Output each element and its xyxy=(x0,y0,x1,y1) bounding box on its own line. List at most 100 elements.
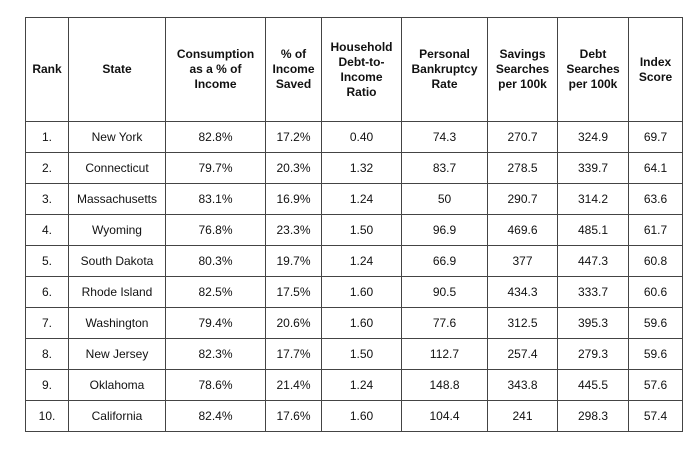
table-cell: 17.5% xyxy=(265,276,322,308)
table-cell: 339.7 xyxy=(557,152,629,184)
header-cell: Rank xyxy=(25,17,69,122)
table-cell: 82.5% xyxy=(165,276,266,308)
table-cell: 314.2 xyxy=(557,183,629,215)
header-cell: Household Debt-to-Income Ratio xyxy=(321,17,402,122)
table-cell: 17.6% xyxy=(265,400,322,432)
table-cell: 80.3% xyxy=(165,245,266,277)
table-cell: 76.8% xyxy=(165,214,266,246)
table-cell: 434.3 xyxy=(487,276,558,308)
table-cell: Massachusetts xyxy=(68,183,166,215)
table-cell: 82.4% xyxy=(165,400,266,432)
table-cell: 241 xyxy=(487,400,558,432)
table-cell: 1.60 xyxy=(321,400,402,432)
table-cell: 395.3 xyxy=(557,307,629,339)
table-cell: 82.8% xyxy=(165,121,266,153)
table-cell: 78.6% xyxy=(165,369,266,401)
table-cell: 324.9 xyxy=(557,121,629,153)
table-cell: 445.5 xyxy=(557,369,629,401)
table-cell: 57.4 xyxy=(628,400,683,432)
table-cell: Rhode Island xyxy=(68,276,166,308)
table-cell: 63.6 xyxy=(628,183,683,215)
table-cell: 69.7 xyxy=(628,121,683,153)
table-cell: 23.3% xyxy=(265,214,322,246)
table-cell: Connecticut xyxy=(68,152,166,184)
table-cell: 61.7 xyxy=(628,214,683,246)
header-cell: Index Score xyxy=(628,17,683,122)
table-cell: 1.32 xyxy=(321,152,402,184)
table-body: 1. New York 82.8% 17.2% 0.40 74.3 270.7 324.9 69… xyxy=(25,121,683,432)
table-wrap: Rank State Consumption as a % of Income% o… xyxy=(25,17,683,432)
table-cell: 60.8 xyxy=(628,245,683,277)
table-cell: 17.2% xyxy=(265,121,322,153)
table-cell: 1.60 xyxy=(321,307,402,339)
table-cell: 1.24 xyxy=(321,369,402,401)
table-row: 5. South Dakota 80.3% 19.7% 1.24 66.9 377 447.3… xyxy=(25,245,683,277)
table-row: 4. Wyoming 76.8% 23.3% 1.50 96.9 469.6 485.1 61.… xyxy=(25,214,683,246)
table-cell: 1.60 xyxy=(321,276,402,308)
table-cell: 298.3 xyxy=(557,400,629,432)
header-cell: State xyxy=(68,17,166,122)
table-cell: 278.5 xyxy=(487,152,558,184)
table-cell: 83.1% xyxy=(165,183,266,215)
table-cell: California xyxy=(68,400,166,432)
table-row: 2. Connecticut 79.7% 20.3% 1.32 83.7 278.5 339.… xyxy=(25,152,683,184)
table-cell: Washington xyxy=(68,307,166,339)
table-cell: 6. xyxy=(25,276,69,308)
table-cell: 50 xyxy=(401,183,488,215)
header-row: Rank State Consumption as a % of Income% o… xyxy=(25,17,683,122)
table-cell: 148.8 xyxy=(401,369,488,401)
ranking-table: Rank State Consumption as a % of Income% o… xyxy=(25,17,683,432)
table-cell: 8. xyxy=(25,338,69,370)
table-cell: 257.4 xyxy=(487,338,558,370)
table-cell: 74.3 xyxy=(401,121,488,153)
header-cell: % of Income Saved xyxy=(265,17,322,122)
table-cell: 1.24 xyxy=(321,183,402,215)
table-cell: 82.3% xyxy=(165,338,266,370)
table-cell: Oklahoma xyxy=(68,369,166,401)
table-cell: 16.9% xyxy=(265,183,322,215)
table-row: 3. Massachusetts 83.1% 16.9% 1.24 50 290.7 314.… xyxy=(25,183,683,215)
table-row: 10. California 82.4% 17.6% 1.60 104.4 241 298.3… xyxy=(25,400,683,432)
table-row: 8. New Jersey 82.3% 17.7% 1.50 112.7 257.4 279.… xyxy=(25,338,683,370)
table-cell: 104.4 xyxy=(401,400,488,432)
table-cell: 1.24 xyxy=(321,245,402,277)
table-cell: 279.3 xyxy=(557,338,629,370)
table-cell: 59.6 xyxy=(628,307,683,339)
table-cell: 343.8 xyxy=(487,369,558,401)
table-row: 7. Washington 79.4% 20.6% 1.60 77.6 312.5 395.3… xyxy=(25,307,683,339)
table-cell: South Dakota xyxy=(68,245,166,277)
table-cell: 290.7 xyxy=(487,183,558,215)
table-cell: 312.5 xyxy=(487,307,558,339)
table-cell: 77.6 xyxy=(401,307,488,339)
table-cell: 7. xyxy=(25,307,69,339)
table-cell: New York xyxy=(68,121,166,153)
header-cell: Savings Searches per 100k xyxy=(487,17,558,122)
table-cell: 20.3% xyxy=(265,152,322,184)
table-cell: 60.6 xyxy=(628,276,683,308)
header-cell: Personal Bankruptcy Rate xyxy=(401,17,488,122)
table-cell: 57.6 xyxy=(628,369,683,401)
header-cell: Debt Searches per 100k xyxy=(557,17,629,122)
table-cell: 0.40 xyxy=(321,121,402,153)
table-cell: 333.7 xyxy=(557,276,629,308)
table-cell: 90.5 xyxy=(401,276,488,308)
table-cell: 96.9 xyxy=(401,214,488,246)
table-cell: 469.6 xyxy=(487,214,558,246)
table-cell: 112.7 xyxy=(401,338,488,370)
table-cell: 79.7% xyxy=(165,152,266,184)
table-cell: 3. xyxy=(25,183,69,215)
table-cell: 485.1 xyxy=(557,214,629,246)
table-cell: 447.3 xyxy=(557,245,629,277)
table-cell: 59.6 xyxy=(628,338,683,370)
table-cell: New Jersey xyxy=(68,338,166,370)
table-cell: 1.50 xyxy=(321,214,402,246)
table-cell: 1.50 xyxy=(321,338,402,370)
table-cell: 4. xyxy=(25,214,69,246)
table-cell: 66.9 xyxy=(401,245,488,277)
table-cell: 17.7% xyxy=(265,338,322,370)
table-cell: 79.4% xyxy=(165,307,266,339)
table-row: 1. New York 82.8% 17.2% 0.40 74.3 270.7 324.9 69… xyxy=(25,121,683,153)
table-cell: 5. xyxy=(25,245,69,277)
table-row: 9. Oklahoma 78.6% 21.4% 1.24 148.8 343.8 445.5 5… xyxy=(25,369,683,401)
